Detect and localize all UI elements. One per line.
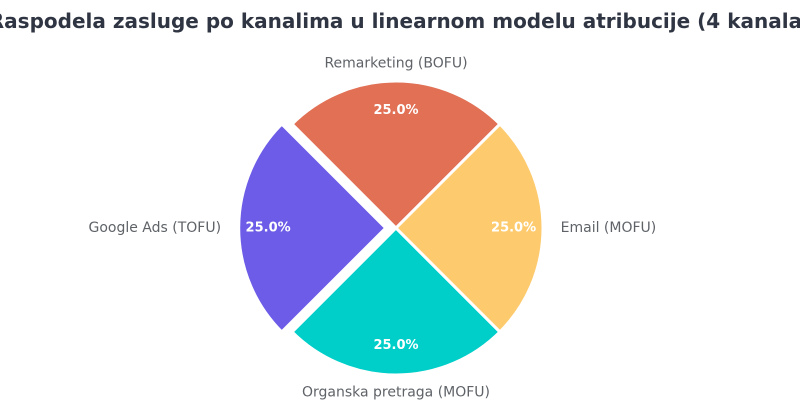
slice-percent-4: 25.0%	[491, 221, 536, 236]
slice-label-4: Email (MOFU)	[561, 220, 657, 236]
slice-percent-3: 25.0%	[373, 338, 418, 353]
chart-title: Raspodela zasluge po kanalima u linearno…	[0, 9, 800, 33]
pie-slice-2	[237, 122, 388, 334]
slice-percent-1: 25.0%	[373, 103, 418, 118]
pie-slice-3	[290, 226, 502, 377]
pie-slice-4	[394, 122, 545, 334]
pie-slices	[237, 79, 545, 377]
slice-label-3: Organska pretraga (MOFU)	[302, 385, 490, 401]
pie-slice-1	[290, 79, 502, 230]
slice-label-2: Google Ads (TOFU)	[88, 220, 221, 236]
slice-percent-2: 25.0%	[246, 221, 291, 236]
pie-labels: Remarketing (BOFU) 25.0% Google Ads (TOFU)…	[88, 55, 656, 400]
slice-label-1: Remarketing (BOFU)	[324, 55, 467, 71]
